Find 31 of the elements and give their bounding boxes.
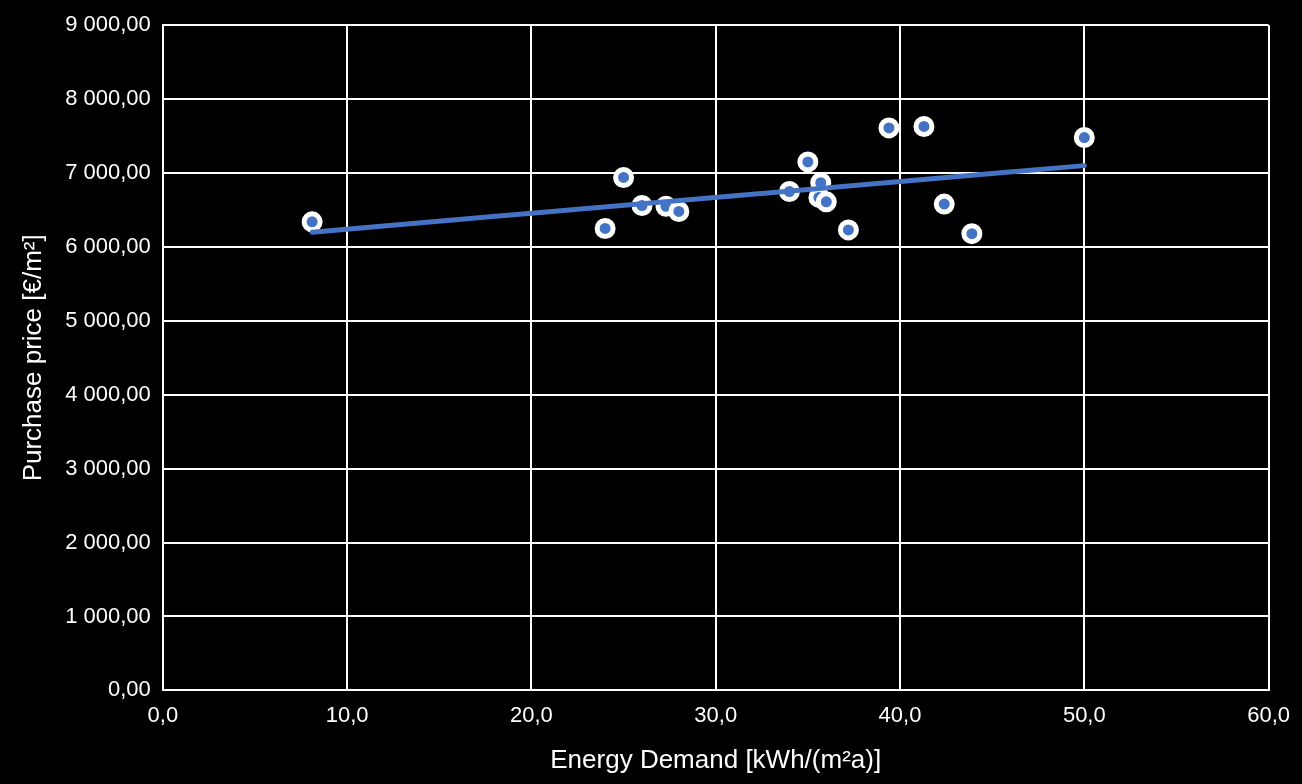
y-axis-title: Purchase price [€/m²] [16, 234, 47, 482]
y-tick-label: 7 000,00 [65, 159, 151, 185]
y-tick-label: 4 000,00 [65, 380, 151, 406]
x-tick-label: 20,0 [510, 701, 553, 727]
point [913, 115, 935, 137]
y-tick-label: 5 000,00 [65, 306, 151, 332]
y-tick-label: 0,00 [108, 676, 151, 702]
y-tick-label: 8 000,00 [65, 85, 151, 111]
y-tick-label: 3 000,00 [65, 454, 151, 480]
x-axis-title: Energy Demand [kWh/(m²a)] [550, 743, 882, 774]
point [301, 211, 323, 233]
x-tick-label: 10,0 [325, 701, 369, 727]
x-tick-label: 0,0 [147, 701, 179, 727]
x-tick-label: 40,0 [878, 701, 922, 727]
y-tick-label: 6 000,00 [65, 233, 151, 258]
point [668, 200, 690, 222]
point [815, 191, 837, 213]
point [613, 166, 635, 188]
point [878, 117, 900, 139]
x-tick-label: 60,0 [1247, 701, 1290, 727]
point [837, 219, 859, 241]
y-tick-label: 1 000,00 [65, 602, 151, 628]
x-tick-label: 50,0 [1062, 701, 1106, 727]
point [797, 151, 819, 173]
x-tick-label: 30,0 [694, 701, 738, 727]
point [961, 223, 983, 245]
y-tick-label: 9 000,00 [65, 11, 151, 37]
point [594, 217, 616, 239]
y-tick-label: 2 000,00 [65, 528, 151, 554]
point [1073, 127, 1095, 149]
point [933, 193, 955, 215]
